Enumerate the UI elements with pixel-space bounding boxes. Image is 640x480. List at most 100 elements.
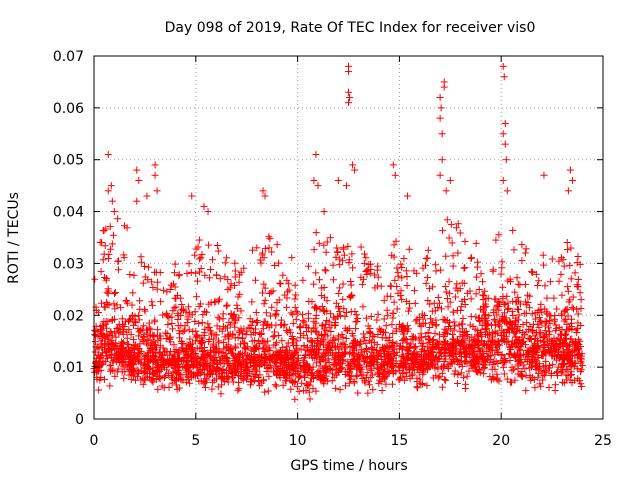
data-point-plus — [129, 364, 137, 372]
data-point-plus — [390, 298, 398, 306]
data-point-plus — [500, 73, 508, 81]
data-point-plus — [563, 238, 571, 246]
data-point-plus — [424, 329, 432, 337]
data-point-plus — [322, 369, 330, 377]
data-point-plus — [522, 309, 530, 317]
data-point-plus — [472, 239, 480, 247]
data-point-plus — [367, 313, 375, 321]
data-point-plus — [417, 339, 425, 347]
data-point-plus — [330, 313, 338, 321]
data-point-plus — [120, 222, 128, 230]
data-point-plus — [350, 337, 358, 345]
data-point-plus — [336, 308, 344, 316]
data-point-plus — [195, 320, 203, 328]
data-point-plus — [227, 310, 235, 318]
data-point-plus — [501, 301, 509, 309]
data-point-plus — [314, 182, 322, 190]
data-point-plus — [137, 360, 145, 368]
data-point-plus — [226, 321, 234, 329]
data-point-plus — [98, 326, 106, 334]
data-point-plus — [284, 328, 292, 336]
data-point-plus — [576, 337, 584, 345]
data-point-plus — [152, 341, 160, 349]
data-point-plus — [214, 383, 222, 391]
data-point-plus — [504, 305, 512, 313]
data-point-plus — [307, 328, 315, 336]
data-point-plus — [148, 301, 156, 309]
data-point-plus — [215, 339, 223, 347]
data-point-plus — [424, 246, 432, 254]
data-point-plus — [193, 277, 201, 285]
data-point-plus — [201, 271, 209, 279]
data-point-plus — [156, 342, 164, 350]
y-tick-label: 0.03 — [53, 256, 84, 272]
data-point-plus — [320, 241, 328, 249]
data-point-plus — [531, 332, 539, 340]
data-point-plus — [559, 347, 567, 355]
data-point-plus — [91, 338, 99, 346]
data-point-plus — [522, 245, 530, 253]
data-point-plus — [442, 288, 450, 296]
data-point-plus — [450, 370, 458, 378]
data-point-plus — [457, 357, 465, 365]
data-point-plus — [380, 315, 388, 323]
data-point-plus — [356, 366, 364, 374]
data-point-plus — [209, 256, 217, 264]
data-point-plus — [196, 255, 204, 263]
data-point-plus — [429, 356, 437, 364]
data-point-plus — [403, 327, 411, 335]
data-point-plus — [144, 341, 152, 349]
data-point-plus — [359, 303, 367, 311]
data-point-plus — [490, 306, 498, 314]
data-point-plus — [224, 333, 232, 341]
data-point-plus — [487, 321, 495, 329]
data-point-plus — [536, 380, 544, 388]
data-point-plus — [212, 348, 220, 356]
data-point-plus — [345, 99, 352, 107]
data-point-plus — [380, 343, 388, 351]
data-point-plus — [141, 368, 149, 376]
data-point-plus — [319, 341, 327, 349]
data-point-plus — [107, 328, 115, 336]
data-point-plus — [147, 325, 155, 333]
data-point-plus — [573, 305, 581, 313]
data-point-plus — [204, 320, 212, 328]
data-point-plus — [539, 372, 547, 380]
data-point-plus — [574, 324, 582, 332]
x-tick-labels: 0 5 10 15 20 25 — [90, 433, 612, 449]
data-point-plus — [296, 323, 304, 331]
data-point-plus — [223, 324, 231, 332]
data-point-plus — [141, 273, 149, 281]
data-point-plus — [259, 357, 267, 365]
data-point-plus — [257, 259, 265, 267]
data-point-plus — [512, 328, 520, 336]
data-point-plus — [285, 286, 293, 294]
data-point-plus — [272, 382, 280, 390]
data-point-plus — [214, 313, 222, 321]
data-point-plus — [145, 319, 153, 327]
data-point-plus — [341, 345, 349, 353]
data-point-plus — [393, 305, 401, 313]
data-point-plus — [214, 241, 222, 249]
data-point-plus — [312, 359, 320, 367]
data-point-plus — [99, 256, 107, 264]
data-point-plus — [494, 348, 502, 356]
data-point-plus — [413, 383, 421, 391]
data-point-plus — [348, 349, 356, 357]
data-point-plus — [569, 293, 577, 301]
data-point-plus — [228, 314, 236, 322]
data-point-plus — [96, 353, 104, 361]
data-point-plus — [279, 343, 287, 351]
data-point-plus — [110, 300, 118, 308]
data-point-plus — [518, 368, 526, 376]
data-point-plus — [323, 297, 331, 305]
data-point-plus — [543, 294, 551, 302]
data-point-plus — [175, 334, 183, 342]
data-point-plus — [494, 340, 502, 348]
data-point-plus — [508, 363, 516, 371]
data-point-plus — [530, 376, 538, 384]
data-point-plus — [129, 289, 137, 297]
data-point-plus — [256, 330, 264, 338]
data-point-plus — [176, 375, 184, 383]
data-point-plus — [110, 208, 118, 216]
